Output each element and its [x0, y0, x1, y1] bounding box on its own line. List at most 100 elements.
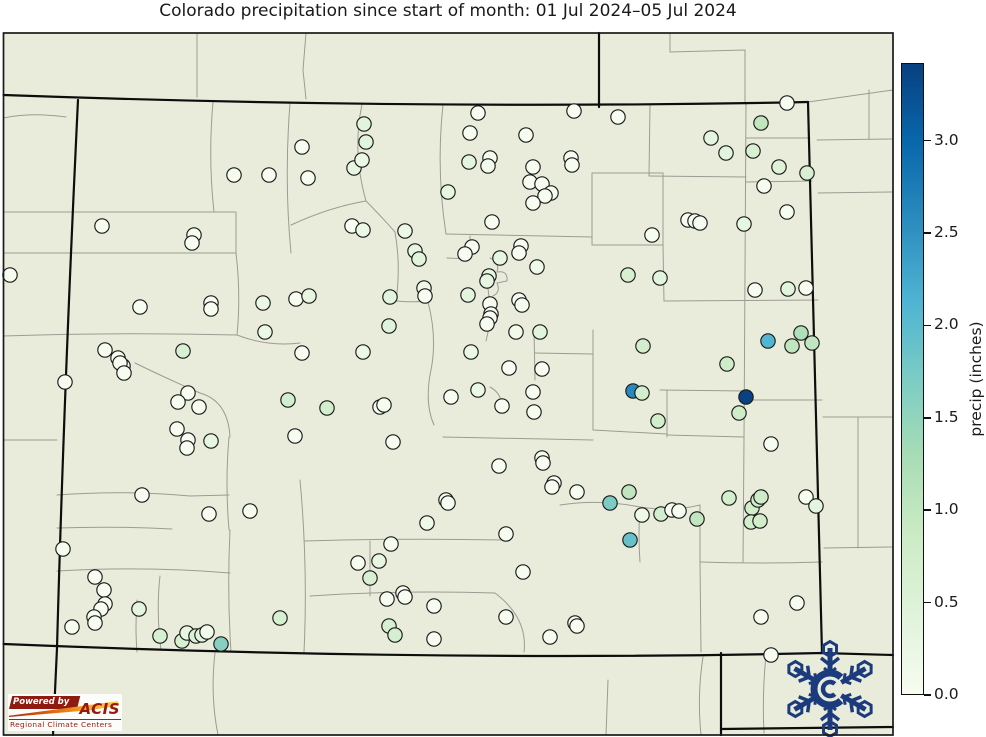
station-dot	[569, 484, 585, 500]
snowflake-logo	[787, 639, 873, 737]
station-dot	[440, 495, 456, 511]
colorbar-tick-label: 3.0	[934, 130, 959, 149]
station-dot	[689, 511, 705, 527]
station-dot	[779, 204, 795, 220]
station-dot	[169, 421, 185, 437]
station-dot	[55, 541, 71, 557]
station-dot	[460, 287, 476, 303]
station-dot	[703, 130, 719, 146]
station-dot	[419, 515, 435, 531]
station-dot	[602, 495, 618, 511]
station-dot	[131, 601, 147, 617]
station-dot	[745, 143, 761, 159]
station-dot	[635, 338, 651, 354]
station-dot	[479, 316, 495, 332]
station-dot	[242, 503, 258, 519]
station-dot	[784, 338, 800, 354]
station-dot	[566, 103, 582, 119]
station-dot	[518, 127, 534, 143]
acis-divider-rule	[9, 718, 121, 721]
station-dot	[544, 479, 560, 495]
station-dot	[116, 365, 132, 381]
station-dot	[511, 245, 527, 261]
station-dot	[622, 532, 638, 548]
station-dot	[170, 394, 186, 410]
station-dot	[736, 216, 752, 232]
station-dot	[492, 250, 508, 266]
station-dot	[525, 384, 541, 400]
station-dot	[382, 289, 398, 305]
station-dot	[753, 489, 769, 505]
state-boundaries	[2, 31, 895, 737]
station-dot	[763, 647, 779, 663]
station-dot	[650, 413, 666, 429]
station-dot	[180, 385, 196, 401]
station-dot	[793, 325, 809, 341]
precip-station-dots	[2, 95, 824, 663]
station-dot	[179, 440, 195, 456]
station-dot	[718, 145, 734, 161]
station-dot	[721, 490, 737, 506]
station-dot	[175, 343, 191, 359]
station-dot	[397, 589, 413, 605]
colorbar-tick-mark	[924, 694, 931, 696]
station-dot	[763, 436, 779, 452]
station-dot	[201, 506, 217, 522]
station-dot	[515, 564, 531, 580]
station-dot	[354, 152, 370, 168]
station-dot	[798, 489, 814, 505]
station-dot	[470, 105, 486, 121]
snowflake-inner-c	[820, 679, 837, 699]
station-dot	[319, 400, 335, 416]
station-dot	[376, 397, 392, 413]
station-dot	[152, 628, 168, 644]
acis-subtitle-label: Regional Climate Centers	[10, 720, 113, 729]
station-dot	[799, 165, 815, 181]
station-dot	[203, 301, 219, 317]
station-dot	[261, 167, 277, 183]
station-dot	[494, 398, 510, 414]
station-dot	[287, 428, 303, 444]
station-dot	[501, 360, 517, 376]
station-dot	[301, 288, 317, 304]
station-dot	[2, 267, 18, 283]
colorbar-tick-mark	[924, 601, 931, 604]
station-dot	[371, 553, 387, 569]
station-dot	[462, 125, 478, 141]
figure-title: Colorado precipitation since start of mo…	[159, 1, 737, 21]
station-dot	[621, 484, 637, 500]
colorbar-tick-label: 2.5	[934, 223, 959, 241]
station-dot	[461, 154, 477, 170]
colorbar-tick-mark	[924, 232, 931, 234]
station-dot	[514, 297, 530, 313]
station-dot	[300, 170, 316, 186]
station-dot	[94, 218, 110, 234]
station-dot	[534, 361, 550, 377]
station-dot	[542, 629, 558, 645]
acis-powered-by-label: Powered by	[13, 696, 70, 707]
station-dot	[479, 273, 495, 289]
colorbar-tick-label: 2.0	[934, 315, 959, 334]
station-dot	[199, 624, 215, 640]
station-dot	[753, 609, 769, 625]
station-dot	[426, 631, 442, 647]
station-dot	[564, 157, 580, 173]
station-dot	[760, 333, 776, 349]
station-dot	[498, 526, 514, 542]
colorbar-tick-label: 1.5	[934, 407, 959, 426]
station-dot	[411, 251, 427, 267]
station-dot	[756, 178, 772, 194]
station-dot	[355, 344, 371, 360]
station-dot	[532, 324, 548, 340]
station-dot	[731, 405, 747, 421]
station-dot	[97, 342, 113, 358]
station-dot	[525, 195, 541, 211]
county-boundaries	[3, 32, 894, 736]
station-dot	[753, 115, 769, 131]
station-dot	[191, 399, 207, 415]
station-dot	[719, 356, 735, 372]
colorbar	[901, 63, 924, 695]
station-dot	[537, 188, 553, 204]
station-dot	[383, 536, 399, 552]
